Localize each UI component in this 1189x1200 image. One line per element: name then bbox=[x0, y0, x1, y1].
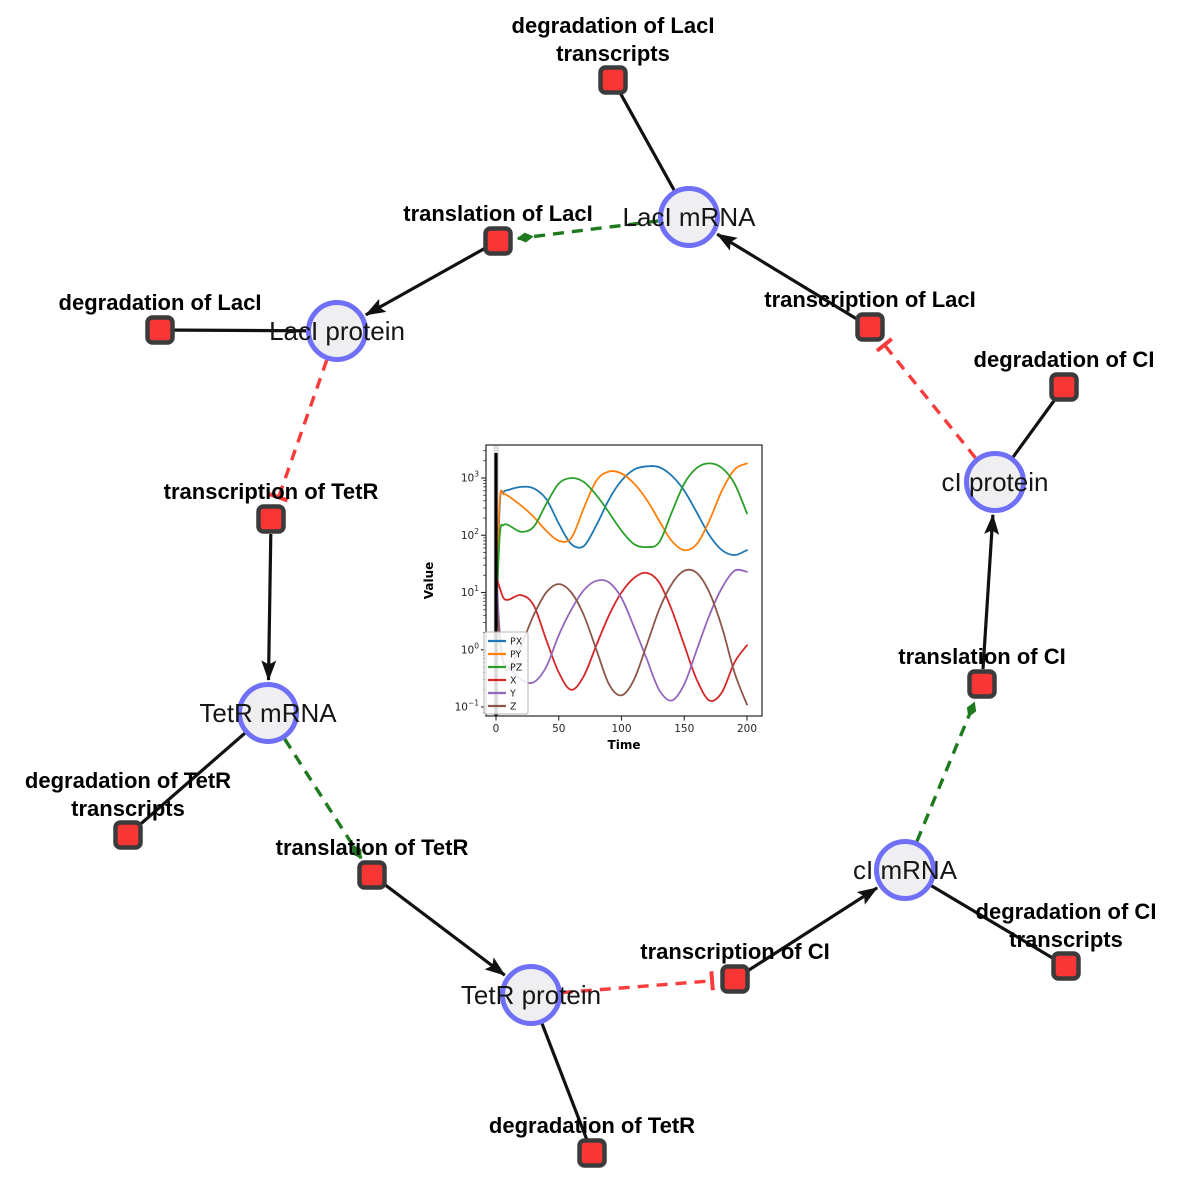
legend-label-Z: Z bbox=[510, 702, 517, 713]
labels-layer: LacI mRNA LacI protein cI protein cI mRNA Te… bbox=[25, 13, 1157, 1138]
reaction-label-deg-ci: degradation of CI bbox=[974, 347, 1155, 372]
reaction-node-deg-laci-transcripts[interactable] bbox=[598, 65, 628, 95]
reaction-label-deg-ci-transcripts-line2: transcripts bbox=[1009, 927, 1123, 952]
reaction-node-translation-laci[interactable] bbox=[483, 226, 513, 256]
series-PZ-line bbox=[495, 462, 748, 624]
inset-chart: 0 50 100 150 200 10−1 100 101 102 103 Time Value PX P… bbox=[422, 444, 763, 752]
x-axis-label: Time bbox=[608, 738, 641, 752]
y-tick-label: 103 bbox=[461, 470, 479, 485]
edge-inhibition-laci-protein-to-tsx-tetr bbox=[268, 359, 329, 503]
reaction-node-tsx-tetr[interactable] bbox=[256, 504, 286, 534]
species-label-laci-protein: LacI protein bbox=[269, 316, 405, 346]
edge-inhibition-tetr-protein-to-tsx-ci bbox=[561, 971, 715, 995]
reaction-node-deg-ci-transcripts[interactable] bbox=[1051, 951, 1081, 981]
edge-arrow-tsx-laci-to-laci-mrna bbox=[716, 232, 859, 321]
edge-line-deg-ci-transcripts-to-ci-mrna bbox=[904, 868, 1067, 968]
species-node-laci-mrna[interactable] bbox=[658, 186, 720, 248]
y-axis-label: Value bbox=[422, 562, 436, 600]
species-label-ci-protein: cI protein bbox=[942, 467, 1049, 497]
edge-activation-ci-mrna-to-translation-ci bbox=[915, 701, 977, 843]
reaction-node-deg-ci[interactable] bbox=[1049, 372, 1079, 402]
species-node-ci-mrna[interactable] bbox=[874, 839, 936, 901]
reaction-node-tsx-laci[interactable] bbox=[855, 312, 885, 342]
reaction-label-tsx-ci: transcription of CI bbox=[640, 939, 829, 964]
species-node-tetr-mrna[interactable] bbox=[237, 682, 299, 744]
edge-inhibition-ci-protein-to-tsx-laci bbox=[875, 337, 977, 459]
reaction-node-deg-tetr[interactable] bbox=[577, 1138, 607, 1168]
reaction-node-tsx-ci[interactable] bbox=[720, 964, 750, 994]
edge-activation-laci-mrna-to-translation-laci bbox=[516, 219, 659, 243]
y-tick-label: 101 bbox=[461, 584, 479, 599]
species-node-tetr-protein[interactable] bbox=[500, 964, 562, 1026]
species-node-ci-protein[interactable] bbox=[964, 451, 1026, 513]
x-tick-label: 100 bbox=[611, 723, 631, 735]
species-label-ci-mrna: cI mRNA bbox=[853, 855, 958, 885]
x-tick-label: 150 bbox=[674, 723, 694, 735]
species-node-laci-protein[interactable] bbox=[306, 300, 368, 362]
edge-arrow-translation-laci-to-laci-protein bbox=[364, 246, 486, 317]
y-tick-label: 100 bbox=[461, 641, 479, 656]
chart-background bbox=[486, 445, 762, 716]
edge-activation-tetr-mrna-to-translation-tetr bbox=[283, 738, 363, 860]
reaction-label-deg-ci-transcripts-line1: degradation of CI bbox=[976, 899, 1157, 924]
reaction-label-translation-ci: translation of CI bbox=[898, 644, 1065, 669]
y-tick-label: 102 bbox=[461, 527, 479, 542]
series-PY-line bbox=[495, 462, 748, 599]
reaction-label-translation-laci: translation of LacI bbox=[403, 201, 592, 226]
edge-arrow-tsx-tetr-to-tetr-mrna bbox=[261, 533, 277, 681]
edge-arrow-translation-tetr-to-tetr-protein bbox=[383, 882, 506, 977]
reaction-node-translation-ci[interactable] bbox=[967, 669, 997, 699]
reaction-node-translation-tetr[interactable] bbox=[357, 860, 387, 890]
legend-label-Y: Y bbox=[509, 689, 516, 700]
x-tick-label: 200 bbox=[737, 723, 757, 735]
legend-label-PZ: PZ bbox=[510, 663, 523, 674]
reaction-label-tsx-laci: transcription of LacI bbox=[764, 287, 975, 312]
reaction-label-deg-laci-transcripts-line2: transcripts bbox=[556, 41, 670, 66]
reaction-label-deg-laci: degradation of LacI bbox=[59, 290, 262, 315]
reaction-label-deg-tetr: degradation of TetR bbox=[489, 1113, 695, 1138]
legend-label-X: X bbox=[510, 676, 517, 687]
x-tick-label: 0 bbox=[493, 723, 500, 735]
reaction-node-deg-laci[interactable] bbox=[145, 315, 175, 345]
nodes-layer bbox=[113, 65, 1081, 1168]
reaction-node-deg-tetr-transcripts[interactable] bbox=[113, 820, 143, 850]
species-label-laci-mrna: LacI mRNA bbox=[623, 202, 757, 232]
reaction-label-tsx-tetr: transcription of TetR bbox=[164, 479, 379, 504]
reaction-label-deg-laci-transcripts-line1: degradation of LacI bbox=[512, 13, 715, 38]
reaction-label-deg-tetr-transcripts-line1: degradation of TetR bbox=[25, 768, 231, 793]
species-label-tetr-protein: TetR protein bbox=[461, 980, 601, 1010]
series-PX-line bbox=[495, 465, 748, 634]
y-tick-label: 10−1 bbox=[455, 699, 480, 714]
x-tick-label: 50 bbox=[552, 723, 565, 735]
reaction-label-translation-tetr: translation of TetR bbox=[276, 835, 469, 860]
legend-label-PX: PX bbox=[510, 637, 523, 648]
edge-arrow-translation-ci-to-ci-protein bbox=[981, 513, 1000, 670]
edge-arrow-tsx-ci-to-ci-mrna bbox=[746, 886, 879, 973]
chart-frame bbox=[485, 444, 763, 717]
legend-label-PY: PY bbox=[510, 650, 522, 661]
series-X-line bbox=[495, 571, 748, 702]
reaction-label-deg-tetr-transcripts-line2: transcripts bbox=[71, 796, 185, 821]
species-label-tetr-mrna: TetR mRNA bbox=[199, 698, 337, 728]
